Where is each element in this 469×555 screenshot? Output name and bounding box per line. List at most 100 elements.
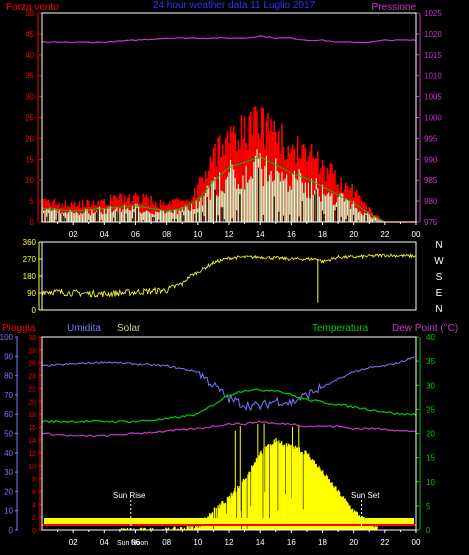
x-tick-label: 18: [318, 538, 327, 547]
direction-tick-label: 180: [23, 272, 37, 281]
compass-label: E: [436, 288, 443, 299]
temperature-tick-label: 15: [426, 454, 435, 463]
pressure-axis: 975 980 985 990 995 1000 1005 1010 1015 1020 1025: [416, 9, 442, 227]
direction-tick-label: 360: [23, 238, 37, 247]
temperature-tick-label: 35: [426, 357, 435, 366]
temperature-tick-label: 0: [426, 526, 431, 535]
x-tick-label: 06: [131, 538, 140, 547]
x-tick-label: 14: [256, 230, 265, 239]
direction-axis: 0 90 180 270 360: [23, 238, 42, 315]
rain-axis-title: Pioggia: [2, 323, 36, 334]
wind-tick-label: 30: [25, 93, 34, 102]
wind-tick-label: 0: [30, 218, 35, 227]
wind-tick-label: 25: [25, 114, 34, 123]
wind-tick-label: 5: [30, 197, 35, 206]
humidity-tick-label: 100: [0, 333, 14, 342]
rain-tick-label: 20: [28, 399, 36, 406]
x-tick-label: 04: [100, 230, 109, 239]
humidity-line: [41, 356, 415, 412]
pressure-line: [41, 35, 417, 44]
humidity-tick-label: 60: [4, 410, 13, 419]
pressure-tick-label: 995: [424, 134, 438, 143]
temp-humidity-panel: Pioggia Umidita Solar Temperatura Dew Po…: [0, 323, 458, 547]
pressure-tick-label: 980: [424, 197, 438, 206]
x-tick-label: 10: [193, 538, 202, 547]
x-tick-label: 14: [256, 538, 265, 547]
humidity-tick-label: 30: [4, 468, 13, 477]
x-axis-panel3: 02 04 06 08 10 12 14 16 18 20 22 00: [57, 530, 421, 547]
temperature-tick-label: 20: [426, 430, 435, 439]
pressure-tick-label: 1020: [424, 30, 442, 39]
temperature-tick-label: 30: [426, 381, 435, 390]
chart-title: 24 hour weather data 11 Luglio 2017: [153, 0, 316, 11]
x-tick-label: 06: [131, 230, 140, 239]
temperature-tick-label: 5: [426, 502, 431, 511]
temperature-line: [41, 388, 417, 424]
temperature-axis: 0 5 10 15 20 25 30 35 40: [416, 333, 435, 535]
x-tick-label: 00: [412, 538, 421, 547]
pressure-tick-label: 985: [424, 176, 438, 185]
rain-tick-label: 0: [32, 528, 36, 535]
temperature-tick-label: 25: [426, 405, 435, 414]
rain-tick-label: 10: [28, 464, 36, 471]
panel2-frame: [41, 241, 417, 311]
rain-tick-label: 8: [32, 477, 36, 484]
pressure-tick-label: 1015: [424, 51, 442, 60]
compass-label: W: [434, 256, 444, 267]
wind-tick-label: 20: [25, 134, 34, 143]
wind-tick-label: 35: [25, 72, 34, 81]
wind-tick-label: 15: [25, 155, 34, 164]
humidity-tick-label: 20: [4, 487, 13, 496]
x-tick-label: 08: [162, 230, 171, 239]
sunrise-annotation: Sun Rise: [113, 491, 146, 500]
wind-axis-title: Forza vento: [6, 2, 59, 13]
pressure-tick-label: 1010: [424, 72, 442, 81]
humidity-tick-label: 10: [4, 507, 13, 516]
x-tick-label: 22: [380, 230, 389, 239]
sunset-annotation: Sun Set: [351, 491, 380, 500]
temp-plot-area: [41, 356, 417, 530]
solar-axis-title: Solar: [117, 323, 141, 334]
pressure-tick-label: 975: [424, 218, 438, 227]
x-tick-label: 02: [69, 538, 78, 547]
compass-label: N: [435, 304, 442, 315]
pressure-tick-label: 1005: [424, 93, 442, 102]
wind-average-line: [41, 156, 386, 223]
humidity-tick-label: 80: [4, 372, 13, 381]
x-tick-label: 22: [380, 538, 389, 547]
wind-tick-label: 45: [25, 30, 34, 39]
humidity-tick-label: 90: [4, 352, 13, 361]
x-tick-label: 12: [225, 230, 234, 239]
temperature-axis-title: Temperatura: [312, 323, 369, 334]
rain-tick-label: 26: [28, 361, 36, 368]
x-tick-label: 10: [193, 230, 202, 239]
x-tick-label: 04: [100, 538, 109, 547]
noon-annotation: Sun Noon: [117, 540, 148, 547]
dewpoint-line: [41, 420, 417, 438]
temperature-tick-label: 10: [426, 478, 435, 487]
x-axis-panel1: 02 04 06 08 10 12 14 16 18 20 22 00: [57, 222, 421, 239]
rain-tick-label: 28: [28, 348, 36, 355]
rain-tick-label: 2: [32, 515, 36, 522]
compass-label: S: [436, 272, 443, 283]
x-tick-label: 20: [349, 538, 358, 547]
direction-plot-area: [41, 253, 417, 303]
dewpoint-axis-title: Dew Point (°C): [392, 323, 458, 334]
humidity-axis-title: Umidita: [67, 323, 101, 334]
wind-tick-label: 50: [25, 9, 34, 18]
compass-label: N: [435, 240, 442, 251]
pressure-tick-label: 1000: [424, 114, 442, 123]
x-tick-label: 16: [287, 230, 296, 239]
x-tick-label: 02: [69, 230, 78, 239]
rain-tick-label: 16: [28, 425, 36, 432]
x-tick-label: 18: [318, 230, 327, 239]
rain-tick-label: 18: [28, 412, 36, 419]
x-tick-label: 20: [349, 230, 358, 239]
humidity-tick-label: 0: [9, 526, 14, 535]
rain-tick-label: 6: [32, 489, 36, 496]
wind-direction-line: [41, 253, 417, 298]
